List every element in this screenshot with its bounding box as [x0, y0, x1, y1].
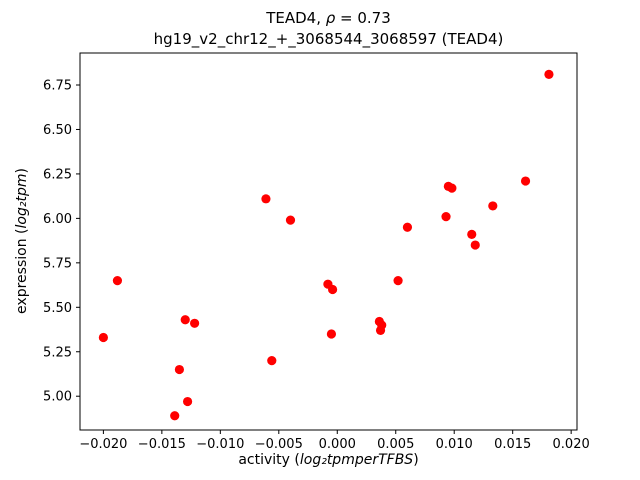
x-tick-label: 0.020 — [553, 437, 590, 452]
plot-border — [79, 52, 578, 431]
chart-title-line2: hg19_v2_chr12_+_3068544_3068597 (TEAD4) — [153, 30, 504, 48]
y-tick-label: 5.00 — [43, 390, 72, 405]
x-tick-label: 0.010 — [436, 437, 473, 452]
title-rho-symbol: ρ — [325, 9, 336, 27]
data-point — [190, 318, 200, 328]
data-point — [98, 332, 108, 343]
chart-title: TEAD4, ρ = 0.73 hg19_v2_chr12_+_3068544_… — [80, 8, 577, 50]
y-tick-label: 5.50 — [43, 301, 72, 316]
y-tick-label: 6.25 — [43, 167, 72, 182]
title-text: TEAD4, — [266, 9, 326, 27]
x-tick-label: 0.005 — [377, 437, 414, 452]
chart-title-line1: TEAD4, ρ = 0.73 — [80, 8, 577, 29]
data-point — [180, 315, 190, 325]
y-tick-label: 6.75 — [43, 79, 72, 94]
data-point — [327, 284, 338, 295]
data-point — [402, 222, 413, 232]
x-tick-label: −0.015 — [138, 437, 186, 452]
data-point — [520, 176, 531, 186]
y-axis-label: expression (log₂tpm) — [14, 168, 30, 314]
data-point — [174, 364, 184, 375]
data-point — [470, 240, 480, 250]
data-point — [170, 411, 180, 421]
title-correlation-value: = 0.73 — [335, 9, 391, 27]
x-axis-label-math: log₂tpmperTFBS — [299, 452, 414, 468]
data-point — [488, 201, 498, 211]
y-axis-label-text: expression ( — [14, 228, 30, 314]
data-point — [393, 276, 403, 286]
x-tick-label: −0.005 — [255, 437, 303, 452]
data-point — [261, 194, 271, 204]
data-point — [377, 320, 387, 330]
data-point — [447, 183, 457, 193]
data-point — [441, 212, 451, 222]
data-point — [544, 69, 554, 79]
y-axis-label-math: log₂tpm — [14, 173, 30, 229]
y-axis-label-close: ) — [14, 168, 30, 174]
y-tick-label: 6.50 — [43, 123, 72, 138]
data-point — [112, 276, 123, 286]
data-point — [182, 396, 193, 407]
y-tick-label: 5.25 — [43, 345, 72, 360]
x-tick-label: −0.010 — [196, 437, 244, 452]
x-tick-label: 0.015 — [494, 437, 531, 452]
x-tick-label: −0.020 — [79, 437, 127, 452]
data-point — [267, 356, 277, 366]
x-axis-label-close: ) — [413, 452, 419, 468]
y-tick-label: 6.00 — [43, 212, 72, 227]
x-tick-label: 0.000 — [319, 437, 356, 452]
data-point — [326, 329, 337, 339]
data-point — [467, 229, 477, 239]
x-axis-label: activity (log₂tpmperTFBS) — [80, 452, 577, 468]
data-point — [285, 215, 296, 225]
y-tick-label: 5.75 — [43, 256, 72, 271]
x-axis-label-text: activity ( — [238, 452, 300, 468]
